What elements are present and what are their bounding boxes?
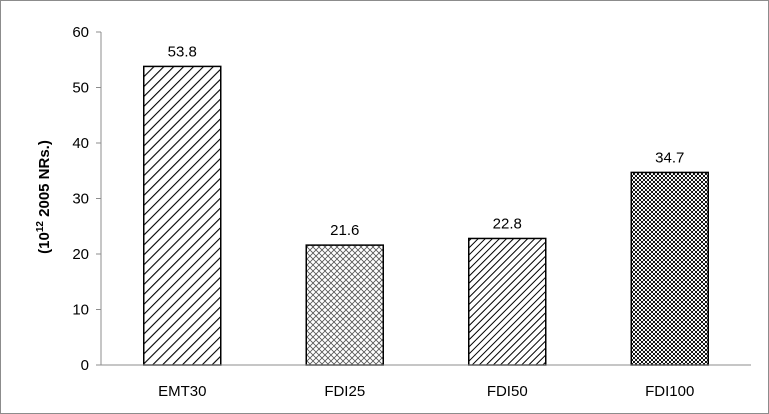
bar-fdi25 bbox=[306, 245, 383, 365]
bar-emt30 bbox=[144, 66, 221, 365]
x-axis-ticks: EMT30 FDI25 FDI50 FDI100 bbox=[158, 383, 694, 400]
y-axis-label-open: (10 bbox=[36, 232, 53, 254]
y-tick-label: 20 bbox=[72, 246, 89, 263]
data-labels: 53.8 21.6 22.8 34.7 bbox=[168, 43, 685, 239]
y-tick-label: 10 bbox=[72, 302, 89, 319]
bar-fdi100 bbox=[631, 172, 708, 365]
y-tick-label: 40 bbox=[72, 135, 89, 152]
y-tick-label: 50 bbox=[72, 80, 89, 97]
x-tick-label-fdi50: FDI50 bbox=[487, 383, 528, 400]
y-axis-ticks: 0 10 20 30 40 50 60 bbox=[72, 24, 101, 374]
x-tick-label-fdi25: FDI25 bbox=[324, 383, 365, 400]
y-axis-label-superscript: 12 bbox=[35, 221, 46, 233]
x-tick-label-fdi100: FDI100 bbox=[645, 383, 694, 400]
y-tick-label: 0 bbox=[81, 357, 89, 374]
data-label-emt30: 53.8 bbox=[168, 43, 197, 60]
data-label-fdi50: 22.8 bbox=[493, 215, 522, 232]
data-label-fdi25: 21.6 bbox=[330, 222, 359, 239]
y-tick-label: 60 bbox=[72, 24, 89, 41]
svg-text:(1012 2005 NRs.): (1012 2005 NRs.) bbox=[35, 140, 53, 254]
x-tick-label-emt30: EMT30 bbox=[158, 383, 206, 400]
y-axis-label-rest: 2005 NRs.) bbox=[36, 140, 53, 221]
data-label-fdi100: 34.7 bbox=[655, 149, 684, 166]
y-tick-label: 30 bbox=[72, 191, 89, 208]
bar-series bbox=[144, 66, 709, 365]
bar-fdi50 bbox=[469, 238, 546, 365]
y-axis-label: (1012 2005 NRs.) bbox=[35, 140, 53, 254]
